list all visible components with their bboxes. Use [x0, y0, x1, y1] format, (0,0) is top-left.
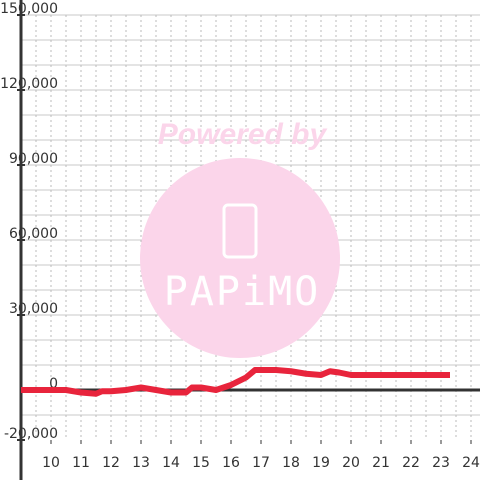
x-tick-label: 23 — [432, 455, 450, 471]
x-tick-label: 24 — [462, 455, 480, 471]
x-tick-label: 19 — [312, 455, 330, 471]
y-tick-label: 150,000 — [0, 1, 58, 17]
x-tick-label: 13 — [132, 455, 150, 471]
x-tick-label: 20 — [342, 455, 360, 471]
y-tick-label: 120,000 — [0, 76, 58, 92]
x-tick-label: 18 — [282, 455, 300, 471]
x-tick-label: 14 — [162, 455, 180, 471]
watermark: Powered by PAPiMO — [140, 118, 340, 358]
watermark-text: Powered by — [158, 118, 328, 151]
y-tick-label: 90,000 — [9, 151, 58, 167]
data-line — [21, 367, 450, 397]
x-tick-label: 11 — [72, 455, 90, 471]
x-tick-label: 15 — [192, 455, 210, 471]
grid — [21, 14, 480, 440]
y-tick-label: 30,000 — [9, 301, 58, 317]
x-tick-label: 10 — [42, 455, 60, 471]
watermark-phone — [222, 203, 258, 259]
x-tick-label: 17 — [252, 455, 270, 471]
watermark-logo: PAPiMO — [164, 269, 321, 315]
x-tick-label: 16 — [222, 455, 240, 471]
y-tick-label: 60,000 — [9, 226, 58, 242]
x-tick-label: 21 — [372, 455, 390, 471]
x-tick-label: 12 — [102, 455, 120, 471]
y-tick-label: 0 — [49, 376, 58, 392]
y-tick-label: -20,000 — [4, 426, 58, 442]
x-tick-label: 22 — [402, 455, 420, 471]
